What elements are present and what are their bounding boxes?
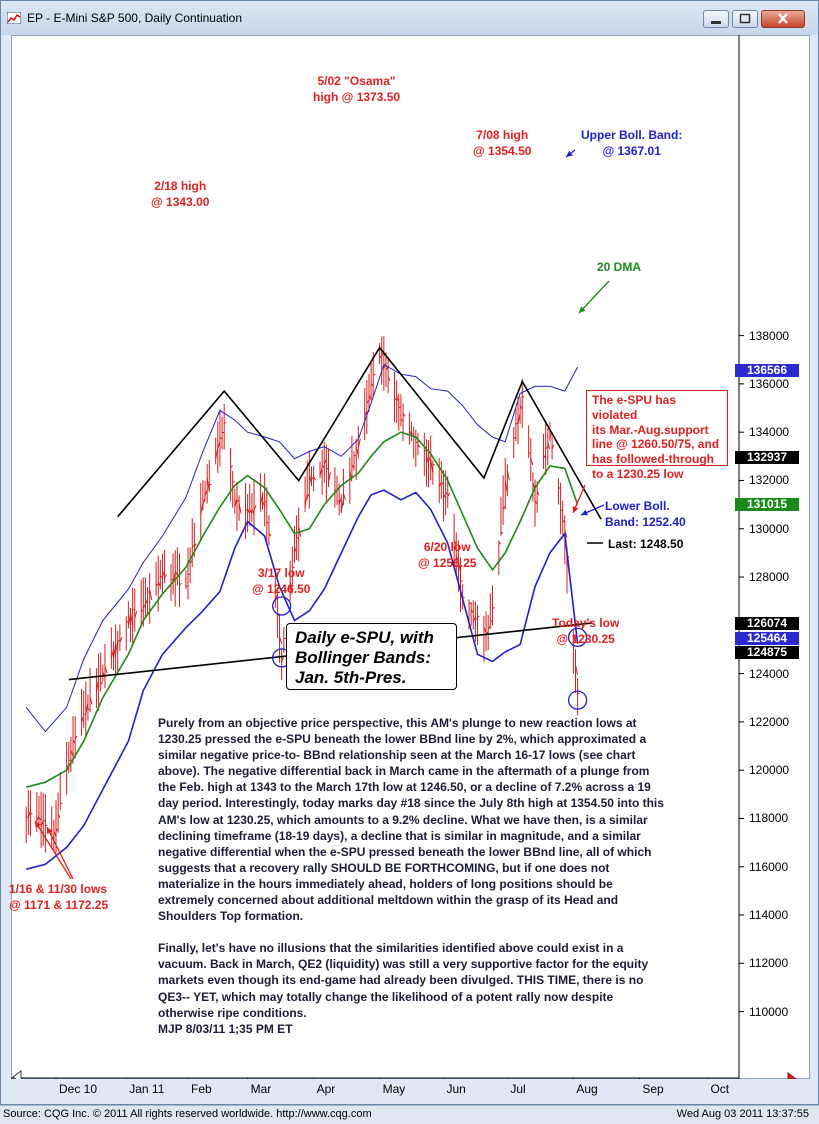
mar-low-label: 3/17 low @ 1246.50 xyxy=(252,565,310,597)
y-tick-label: 112000 xyxy=(749,956,788,970)
price-bar-close xyxy=(433,464,435,465)
x-tick-label: Oct xyxy=(710,1082,729,1096)
today-low-label: Today's low @ 1230.25 xyxy=(552,615,619,647)
window-title: EP - E-Mini S&P 500, Daily Continuation xyxy=(27,11,242,25)
commentary-paragraph-1: Purely from an objective price perspecti… xyxy=(158,715,668,924)
mar-low-line1: 3/17 low xyxy=(252,565,310,581)
price-bar-close xyxy=(478,617,480,618)
close-button[interactable] xyxy=(761,10,805,28)
nov-jan-lows-line2: @ 1171 & 1172.25 xyxy=(9,897,108,913)
jun-low-line1: 6/20 low xyxy=(418,539,476,555)
jul-high-line1: 7/08 high xyxy=(473,127,531,143)
price-marker-box: 125464 xyxy=(735,632,799,645)
x-tick-label: Sep xyxy=(642,1082,663,1096)
y-tick-label: 118000 xyxy=(749,811,788,825)
y-tick-label: 116000 xyxy=(749,860,788,874)
commentary-text: Purely from an objective price perspecti… xyxy=(158,715,668,1053)
price-marker-box: 124875 xyxy=(735,646,799,659)
jun-low-label: 6/20 low @ 1256.25 xyxy=(418,539,476,571)
y-tick-label: 124000 xyxy=(749,667,789,681)
upper-band-label: Upper Boll. Band: @ 1367.01 xyxy=(581,127,682,159)
mar-low-line2: @ 1246.50 xyxy=(252,581,310,597)
minimize-button[interactable] xyxy=(703,10,729,28)
chart-app-icon xyxy=(7,12,21,24)
y-tick-label: 136000 xyxy=(749,377,789,391)
y-tick-label: 110000 xyxy=(749,1005,788,1019)
x-tick-label: Feb xyxy=(191,1082,212,1096)
y-tick-label: 134000 xyxy=(749,425,789,439)
maximize-button[interactable] xyxy=(732,10,758,28)
y-tick-label: 138000 xyxy=(749,329,789,343)
violation-line5: to a 1230.25 low xyxy=(592,467,722,482)
x-tick-label: Aug xyxy=(576,1082,597,1096)
x-tick-label: Jul xyxy=(510,1082,525,1096)
jan-low-arrow xyxy=(47,827,73,879)
jul-high-label: 7/08 high @ 1354.50 xyxy=(473,127,531,159)
support-violation-note: The e-SPU has violated its Mar.-Aug.supp… xyxy=(586,390,728,466)
upper-band-line2: @ 1367.01 xyxy=(581,143,682,159)
last-price-label: Last: 1248.50 xyxy=(608,536,683,552)
violation-line1: The e-SPU has violated xyxy=(592,393,722,423)
y-tick-label: 122000 xyxy=(749,715,789,729)
maximize-icon xyxy=(733,11,757,27)
y-tick-label: 130000 xyxy=(749,522,789,536)
x-tick-label: May xyxy=(383,1082,406,1096)
jul-high-line2: @ 1354.50 xyxy=(473,143,531,159)
jun-low-line2: @ 1256.25 xyxy=(418,555,476,571)
title-box-line1: Daily e-SPU, with xyxy=(295,628,448,648)
lower-band-line2: Band: 1252.40 xyxy=(605,514,686,530)
status-timestamp: Wed Aug 03 2011 13:37:55 xyxy=(677,1108,809,1120)
minimize-icon xyxy=(704,11,728,27)
today-low-line1: Today's low xyxy=(552,615,619,631)
feb-high-label: 2/18 high @ 1343.00 xyxy=(151,178,209,210)
commentary-paragraph-2: Finally, let's have no illusions that th… xyxy=(158,940,668,1020)
source-credit: Source: CQG Inc. © 2011 All rights reser… xyxy=(3,1108,372,1120)
y-tick-label: 114000 xyxy=(749,908,788,922)
close-icon xyxy=(762,11,804,27)
x-tick-label: Apr xyxy=(317,1082,336,1096)
osama-high-label: 5/02 "Osama" high @ 1373.50 xyxy=(313,73,400,105)
x-tick-label: Jun xyxy=(446,1082,465,1096)
price-marker-box: 131015 xyxy=(735,498,799,511)
violation-line2: its Mar.-Aug.support xyxy=(592,423,722,438)
violation-line3: line @ 1260.50/75, and xyxy=(592,437,722,452)
title-bar[interactable]: EP - E-Mini S&P 500, Daily Continuation xyxy=(1,1,818,35)
price-marker-box: 132937 xyxy=(735,451,799,464)
price-marker-box: 136566 xyxy=(735,364,799,377)
y-tick-label: 120000 xyxy=(749,763,789,777)
x-tick-label: Jan 11 xyxy=(129,1082,164,1096)
scroll-left-icon xyxy=(13,1071,21,1079)
nov-low-arrow xyxy=(35,821,71,879)
osama-high-line2: high @ 1373.50 xyxy=(313,89,400,105)
violation-line4: has followed-through xyxy=(592,452,722,467)
chart-title-box: Daily e-SPU, with Bollinger Bands: Jan. … xyxy=(286,623,457,690)
today-low-line2: @ 1230.25 xyxy=(552,631,619,647)
price-marker-box: 126074 xyxy=(735,617,799,630)
dma-arrow xyxy=(579,281,609,313)
price-bar-close xyxy=(45,825,47,826)
commentary-signature: MJP 8/03/11 1;35 PM ET xyxy=(158,1021,668,1037)
y-tick-label: 128000 xyxy=(749,570,789,584)
nov-jan-lows-label: 1/16 & 11/30 lows @ 1171 & 1172.25 xyxy=(9,881,108,913)
x-tick-label: Dec 10 xyxy=(59,1082,97,1096)
price-bar-close xyxy=(30,813,32,814)
status-bar: Source: CQG Inc. © 2011 All rights reser… xyxy=(0,1105,819,1124)
dma-label: 20 DMA xyxy=(597,259,641,275)
lower-band-line1: Lower Boll. xyxy=(605,498,686,514)
feb-high-line1: 2/18 high xyxy=(151,178,209,194)
feb-high-line2: @ 1343.00 xyxy=(151,194,209,210)
y-tick-label: 132000 xyxy=(749,473,789,487)
title-box-line2: Bollinger Bands: xyxy=(295,648,448,668)
upper-band-line1: Upper Boll. Band: xyxy=(581,127,682,143)
scroll-right-icon[interactable] xyxy=(788,1073,796,1079)
osama-high-line1: 5/02 "Osama" xyxy=(313,73,400,89)
x-tick-label: Mar xyxy=(251,1082,272,1096)
lower-band-label: Lower Boll. Band: 1252.40 xyxy=(605,498,686,530)
nov-jan-lows-line1: 1/16 & 11/30 lows xyxy=(9,881,108,897)
price-bar-close xyxy=(461,581,463,582)
title-box-line3: Jan. 5th-Pres. xyxy=(295,668,448,688)
